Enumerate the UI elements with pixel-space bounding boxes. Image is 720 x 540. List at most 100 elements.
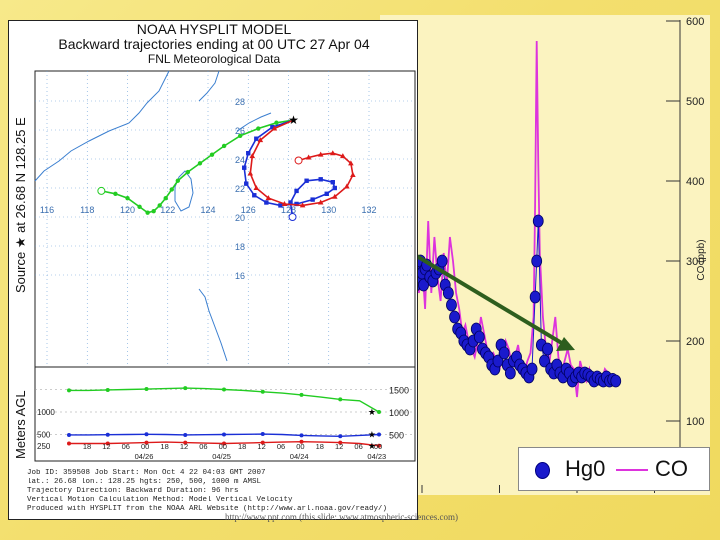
- latitude-label: 18: [235, 242, 245, 252]
- start-height-label: 1000: [37, 408, 55, 417]
- source-label: Source ★ at 26.68 N 128.25 E: [13, 117, 28, 293]
- height-tick-label: 1000: [389, 408, 409, 418]
- hg0-point: [418, 278, 429, 292]
- legend-hg0: Hg0: [565, 456, 606, 481]
- trajectory-point: [265, 195, 272, 201]
- longitude-label: 130: [321, 205, 336, 215]
- latitude-label: 26: [235, 126, 245, 136]
- source-star-icon: ★: [288, 113, 299, 127]
- trajectory-line: [101, 119, 294, 214]
- trajectory-point: [175, 178, 181, 183]
- hg0-point: [610, 374, 622, 388]
- height-point: [299, 439, 304, 444]
- longitude-label: 126: [241, 205, 256, 215]
- info-line: Vertical Motion Calculation Method: Mode…: [27, 496, 293, 504]
- time-tick-label: 18: [316, 442, 324, 451]
- longitude-label: 128: [281, 205, 296, 215]
- hysplit-title: NOAA HYSPLIT MODEL: [136, 21, 292, 37]
- info-line: lat.: 26.68 lon.: 128.25 hgts: 250, 500,…: [27, 478, 262, 486]
- trajectory-end-marker: [288, 213, 297, 221]
- right-axis-label: CO (ppb): [696, 239, 707, 280]
- trajectory-point: [257, 137, 264, 143]
- trajectory-point: [271, 125, 278, 131]
- time-tick-label: 00: [296, 442, 304, 451]
- trajectory-point: [185, 169, 191, 175]
- hg0-point: [539, 354, 550, 368]
- right-axis-tick-label: 300: [686, 256, 704, 268]
- trajectory-point: [294, 188, 299, 194]
- trajectory-point: [256, 126, 261, 131]
- height-point: [144, 432, 149, 437]
- china-coastline: [34, 70, 170, 182]
- time-tick-label: 18: [83, 442, 91, 451]
- time-tick-label: 12: [180, 442, 188, 451]
- job-info: Job ID: 359508 Job Start: Mon Oct 4 22 0…: [27, 469, 417, 514]
- hg0-point: [532, 214, 544, 228]
- hg0-point: [449, 310, 460, 324]
- hg0-point: [531, 254, 543, 268]
- hysplit-panel: 28 26 24 22 20 18 16 116 118 120 122 124 126 128 130 13…: [8, 20, 418, 520]
- height-point: [67, 441, 71, 446]
- trajectory-point: [329, 150, 336, 156]
- height-point: [183, 386, 188, 391]
- hg0-point: [526, 362, 538, 376]
- height-source-star-icon: ★: [368, 407, 376, 417]
- height-point: [260, 389, 265, 394]
- date-tick-label: 04/23: [367, 452, 386, 461]
- trajectory-point: [299, 202, 306, 208]
- date-tick-label: 04/24: [290, 452, 309, 461]
- height-point: [144, 387, 149, 392]
- height-point: [338, 440, 343, 445]
- trajectory-point: [318, 177, 323, 182]
- info-line: Job ID: 359508 Job Start: Mon Oct 4 22 0…: [27, 469, 266, 477]
- luzon-coastline: [198, 288, 228, 362]
- trajectory-point: [125, 195, 130, 201]
- info-line: Trajectory Direction: Backward Duration:…: [27, 487, 239, 495]
- height-point: [183, 440, 188, 445]
- trajectory-point: [331, 193, 338, 199]
- height-tick-label: 1500: [389, 386, 409, 396]
- height-point: [260, 432, 265, 437]
- start-height-label: 250: [37, 442, 51, 451]
- coastline-north: [198, 70, 220, 102]
- trajectory-point: [332, 185, 337, 191]
- longitude-label: 116: [40, 205, 54, 215]
- map-frame: [34, 70, 416, 368]
- latitude-label: 22: [235, 184, 245, 194]
- hg0-point: [498, 346, 510, 360]
- trajectory-point: [317, 151, 324, 157]
- latitude-label: 24: [235, 155, 245, 165]
- height-point: [144, 440, 149, 445]
- longitude-label: 124: [200, 205, 215, 215]
- trajectory-point: [197, 161, 203, 166]
- hg0-point: [542, 342, 553, 356]
- time-tick-label: 06: [354, 442, 362, 451]
- height-point: [67, 432, 71, 437]
- trajectory-point: [310, 197, 315, 202]
- trajectory-point: [163, 195, 168, 201]
- time-tick-label: 12: [257, 442, 265, 451]
- trajectory-point: [274, 120, 279, 125]
- trajectory-point: [340, 153, 346, 159]
- hysplit-met-data: FNL Meteorological Data: [147, 52, 281, 66]
- hg0-point: [446, 298, 457, 312]
- heights-frame: [34, 366, 416, 462]
- trajectory-point: [113, 191, 118, 196]
- height-point: [105, 432, 110, 437]
- date-tick-label: 04/26: [135, 452, 154, 461]
- hysplit-chart: 28 26 24 22 20 18 16 116 118 120 122 124 126 128 130 13…: [34, 70, 416, 462]
- co-line-icon: [616, 469, 648, 471]
- height-point: [299, 433, 304, 438]
- trajectory-end-marker: [294, 156, 303, 165]
- trajectory-point: [254, 136, 259, 141]
- trajectory-point: [294, 201, 299, 207]
- trajectory-point: [324, 191, 329, 196]
- trajectory-point: [238, 133, 243, 138]
- trajectory-point: [246, 151, 251, 156]
- start-height-label: 500: [37, 431, 51, 440]
- longitude-label: 132: [361, 205, 376, 215]
- trajectory-point: [278, 203, 283, 208]
- trajectory-point: [221, 143, 227, 149]
